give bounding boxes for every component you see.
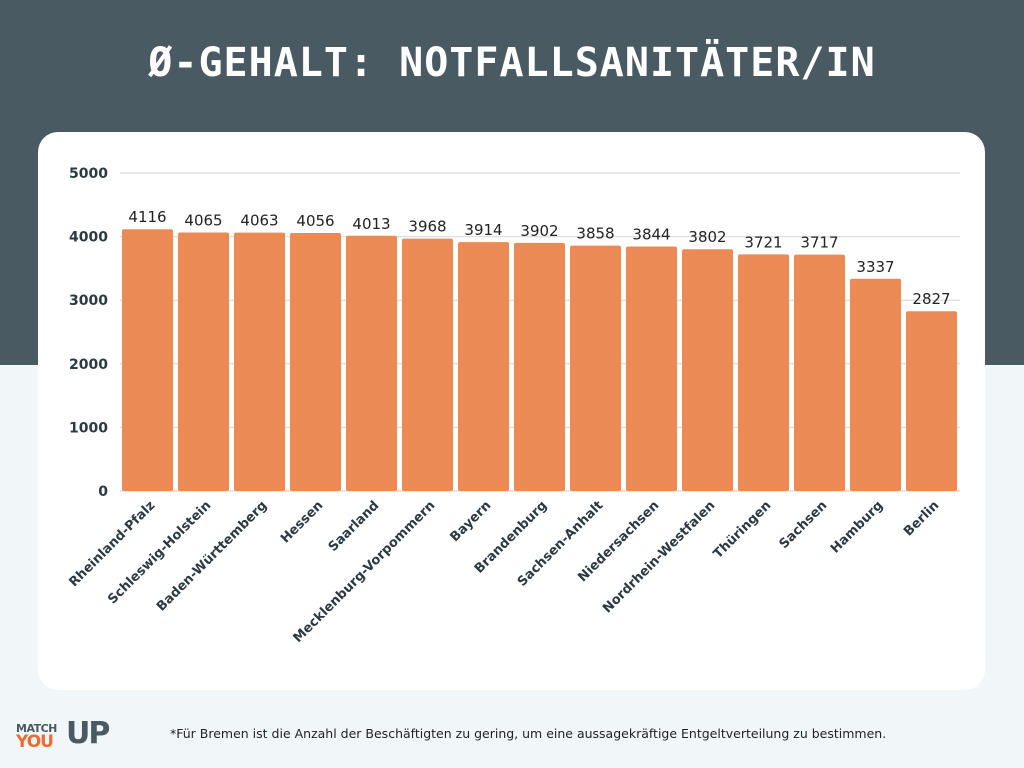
x-tick-label: Sachsen <box>777 498 831 552</box>
data-label: 4056 <box>296 212 334 230</box>
data-label: 3968 <box>408 218 446 236</box>
bar <box>122 229 173 491</box>
bar <box>906 311 957 491</box>
logo-text: UP <box>66 716 110 751</box>
data-label: 3337 <box>856 258 894 276</box>
bar <box>234 232 285 491</box>
logo-text: YOU <box>16 732 54 752</box>
x-tick-label: Thüringen <box>711 498 775 562</box>
y-tick-label: 3000 <box>69 293 108 309</box>
data-label: 3902 <box>520 222 558 240</box>
data-label: 3914 <box>464 221 502 239</box>
y-tick-label: 2000 <box>69 357 108 373</box>
x-tick-label: Bayern <box>447 498 494 545</box>
bar <box>738 254 789 491</box>
bar <box>402 238 453 491</box>
x-tick-label: Hamburg <box>828 498 886 556</box>
data-label: 3721 <box>744 233 782 251</box>
data-label: 4013 <box>352 215 390 233</box>
bar <box>178 232 229 491</box>
matchyouup-logo: MATCH YOU UP <box>16 716 116 752</box>
page-title: Ø-GEHALT: NOTFALLSANITÄTER/IN <box>148 40 876 86</box>
bar <box>290 233 341 492</box>
data-label: 4063 <box>240 212 278 230</box>
bar <box>850 278 901 491</box>
data-label: 4065 <box>184 211 222 229</box>
y-tick-label: 4000 <box>69 230 108 246</box>
data-label: 2827 <box>912 290 950 308</box>
y-tick-label: 0 <box>98 484 108 500</box>
bar <box>794 254 845 491</box>
logo-text: MATCH <box>16 722 57 735</box>
data-label: 4116 <box>128 208 166 226</box>
data-label: 3844 <box>632 226 670 244</box>
x-tick-label: Schleswig-Holstein <box>105 498 214 607</box>
data-label: 3858 <box>576 225 614 243</box>
x-tick-label: Baden-Württemberg <box>154 498 270 614</box>
data-label: 3802 <box>688 228 726 246</box>
x-tick-label: Saarland <box>326 498 383 555</box>
x-tick-label: Nordrhein-Westfalen <box>600 498 718 616</box>
bar <box>458 242 509 491</box>
bar <box>346 235 397 491</box>
footnote: *Für Bremen ist die Anzahl der Beschäfti… <box>170 726 887 741</box>
bar <box>626 246 677 491</box>
y-tick-label: 1000 <box>69 420 108 436</box>
bar <box>682 249 733 491</box>
bar <box>514 242 565 491</box>
x-tick-label: Hessen <box>278 498 326 546</box>
bar <box>570 245 621 491</box>
data-label: 3717 <box>800 234 838 252</box>
y-tick-label: 5000 <box>69 166 108 182</box>
x-tick-label: Berlin <box>901 498 942 539</box>
